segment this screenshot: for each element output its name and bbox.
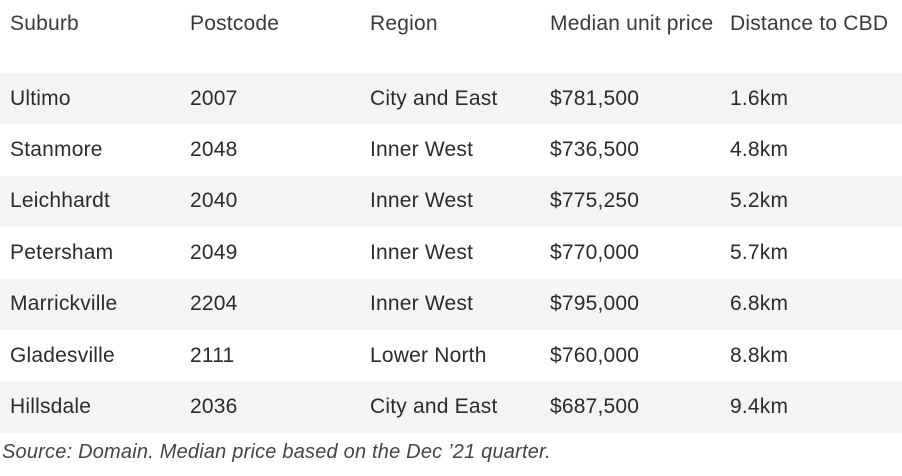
cell-distance-to-cbd: 5.7km [730, 240, 789, 264]
cell-region: Inner West [360, 278, 540, 330]
cell-region: Lower North [370, 343, 487, 367]
cell-distance-to-cbd: 6.8km [720, 278, 902, 330]
cell-distance-to-cbd: 1.6km [720, 73, 902, 125]
cell-distance-to-cbd: 4.8km [730, 138, 789, 162]
cell-median-unit-price: $795,000 [540, 278, 720, 330]
cell-suburb: Marrickville [0, 278, 180, 330]
cell-suburb: Gladesville [10, 343, 115, 367]
cell-distance-to-cbd: 9.4km [720, 381, 902, 433]
cell-postcode: 2007 [180, 73, 360, 125]
cell-suburb: Petersham [10, 240, 114, 264]
cell-median-unit-price: $736,500 [550, 138, 640, 162]
cell-postcode: 2036 [180, 381, 360, 433]
cell-region: Inner West [370, 240, 474, 264]
header-region: Region [370, 12, 438, 35]
cell-region: Inner West [360, 175, 540, 228]
cell-distance-to-cbd: 8.8km [730, 343, 789, 367]
cell-median-unit-price: $781,500 [540, 73, 720, 125]
cell-median-unit-price: $760,000 [550, 343, 640, 367]
header-median-unit-price: Median unit price [550, 12, 714, 35]
cell-suburb: Hillsdale [0, 381, 180, 433]
cell-median-unit-price: $770,000 [550, 240, 640, 264]
cell-region: City and East [360, 381, 540, 433]
cell-suburb: Stanmore [10, 138, 103, 162]
cell-postcode: 2040 [180, 175, 360, 228]
cell-region: City and East [360, 73, 540, 125]
cell-postcode: 2048 [190, 138, 238, 162]
header-postcode: Postcode [190, 12, 280, 35]
cell-postcode: 2049 [190, 240, 238, 264]
header-suburb: Suburb [10, 12, 79, 35]
cell-median-unit-price: $687,500 [540, 381, 720, 433]
cell-distance-to-cbd: 5.2km [720, 175, 902, 228]
cell-postcode: 2111 [190, 343, 235, 367]
header-distance-to-cbd: Distance to CBD [730, 12, 889, 35]
cell-suburb: Leichhardt [0, 175, 180, 228]
cell-region: Inner West [370, 138, 474, 162]
cell-median-unit-price: $775,250 [540, 175, 720, 228]
cell-postcode: 2204 [180, 278, 360, 330]
cell-suburb: Ultimo [0, 73, 180, 125]
data-table: Suburb Postcode Region Median unit price… [0, 12, 902, 433]
source-note: Source: Domain. Median price based on th… [2, 440, 551, 463]
